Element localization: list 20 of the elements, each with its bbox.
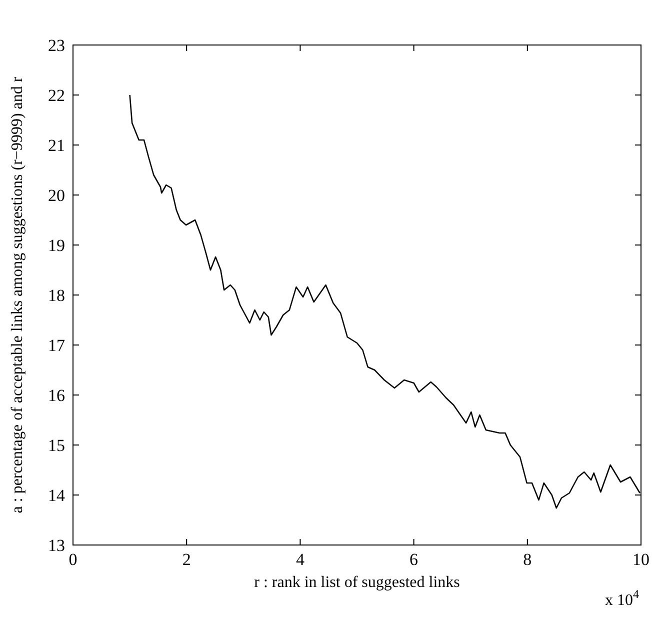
x-tick-label: 2	[182, 550, 191, 569]
x-tick-label: 8	[523, 550, 532, 569]
y-tick-label: 17	[48, 336, 66, 355]
x-axis-title: r : rank in list of suggested links	[254, 574, 460, 591]
y-tick-label: 23	[48, 36, 65, 55]
text: x 10$^{4}$	[605, 587, 639, 609]
y-tick-label: 22	[48, 86, 65, 105]
x-tick-label: 6	[410, 550, 418, 569]
y-tick-label: 21	[48, 136, 65, 155]
x-tick-label: 4	[296, 550, 305, 569]
y-axis-title: a : percentage of acceptable links among suggestions (r−9999) and r	[9, 76, 26, 514]
y-tick-label: 14	[48, 486, 66, 505]
y-tick-label: 19	[48, 236, 65, 255]
y-tick-label: 16	[48, 386, 65, 405]
y-tick-label: 13	[48, 536, 65, 555]
y-tick-label: 15	[48, 436, 65, 455]
y-tick-label: 20	[48, 186, 65, 205]
y-tick-label: 18	[48, 286, 65, 305]
x-tick-label: 0	[68, 550, 78, 569]
x-tick-label: 10	[632, 550, 650, 569]
